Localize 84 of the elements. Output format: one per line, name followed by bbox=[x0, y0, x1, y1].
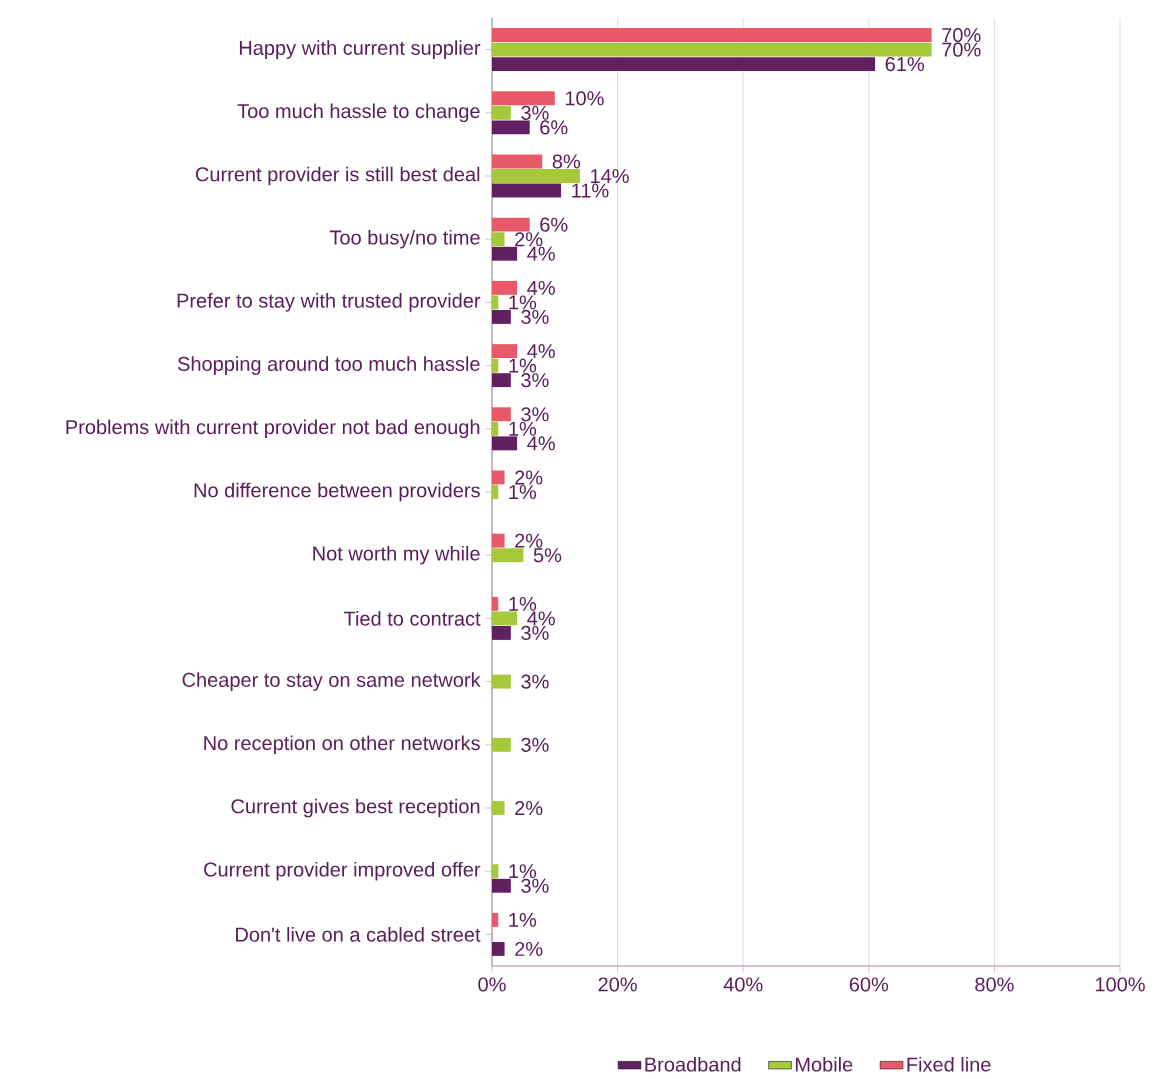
data-label: 70% bbox=[942, 27, 981, 43]
y-tick-label: Current gives best reception bbox=[231, 798, 480, 818]
data-label: 3% bbox=[521, 373, 549, 388]
bar bbox=[492, 105, 511, 120]
data-label: 1% bbox=[509, 596, 537, 611]
data-label: 11% bbox=[572, 183, 609, 198]
data-label: 3% bbox=[521, 674, 549, 689]
bar bbox=[492, 533, 505, 548]
data-label: 4% bbox=[527, 611, 555, 626]
bar bbox=[492, 611, 518, 626]
data-label: 2% bbox=[515, 800, 543, 816]
bar bbox=[492, 864, 499, 879]
bar bbox=[492, 548, 524, 563]
y-tick-label: Current provider is still best deal bbox=[195, 166, 480, 186]
bar bbox=[492, 912, 499, 927]
data-label: 14% bbox=[591, 169, 629, 184]
bar bbox=[492, 154, 543, 169]
data-label: 2% bbox=[515, 470, 543, 485]
bar bbox=[492, 801, 505, 815]
data-label: 61% bbox=[885, 57, 924, 72]
y-tick-label: Cheaper to stay on same network bbox=[182, 672, 481, 691]
data-label: 4% bbox=[527, 344, 555, 359]
legend-label: Fixed line bbox=[907, 1056, 991, 1072]
legend-label: Mobile bbox=[795, 1056, 853, 1072]
y-tick-label: Not worth my while bbox=[313, 545, 480, 565]
bar bbox=[492, 344, 518, 359]
bar bbox=[492, 421, 499, 436]
data-label: 3% bbox=[521, 878, 549, 893]
data-label: 2% bbox=[515, 533, 543, 548]
y-tick-label: Shopping around too much hassle bbox=[177, 356, 480, 375]
y-tick-label: Prefer to stay with trusted provider bbox=[177, 293, 481, 312]
bar bbox=[492, 737, 511, 752]
data-label: 4% bbox=[527, 436, 555, 451]
data-label: 2% bbox=[515, 941, 543, 956]
legend-label: Broadband bbox=[645, 1056, 741, 1072]
bar bbox=[492, 407, 511, 422]
data-label: 6% bbox=[540, 217, 568, 232]
data-label: 3% bbox=[521, 737, 549, 752]
y-tick-label: Don't live on a cabled street bbox=[236, 927, 481, 942]
x-tick-label: 100% bbox=[1095, 977, 1145, 992]
data-label: 1% bbox=[509, 421, 537, 436]
y-tick-label: Tied to contract bbox=[343, 611, 481, 626]
data-label: 1% bbox=[509, 912, 537, 927]
y-tick-label: Current provider improved offer bbox=[204, 861, 481, 881]
y-tick-label: No difference between providers bbox=[194, 482, 480, 502]
y-tick-label: Problems with current provider not bad enough bbox=[66, 419, 480, 439]
bar bbox=[492, 169, 580, 183]
data-label: 1% bbox=[509, 485, 537, 500]
data-label: 4% bbox=[527, 280, 555, 295]
x-tick-label: 0% bbox=[478, 977, 506, 992]
data-label: 3% bbox=[521, 309, 549, 325]
y-tick-label: Too busy/no time bbox=[329, 229, 480, 249]
x-tick-label: 60% bbox=[849, 977, 889, 992]
data-label: 3% bbox=[521, 105, 549, 120]
data-label: 1% bbox=[509, 295, 537, 310]
bar bbox=[492, 91, 555, 106]
data-label: 3% bbox=[521, 407, 549, 422]
data-label: 5% bbox=[533, 548, 562, 563]
data-label: 6% bbox=[540, 120, 568, 135]
bar bbox=[492, 232, 505, 247]
data-label: 1% bbox=[509, 358, 537, 373]
bar bbox=[492, 280, 518, 295]
data-label: 8% bbox=[552, 154, 581, 169]
bar bbox=[492, 674, 511, 689]
data-label: 4% bbox=[527, 246, 555, 261]
bar bbox=[492, 28, 932, 43]
data-label: 3% bbox=[521, 625, 549, 641]
bar bbox=[492, 295, 499, 310]
data-label: 10% bbox=[565, 91, 604, 106]
bar bbox=[492, 485, 499, 499]
x-tick-label: 80% bbox=[975, 977, 1014, 992]
data-label: 1% bbox=[509, 864, 537, 879]
data-label: 70% bbox=[942, 42, 981, 57]
bar bbox=[492, 217, 530, 232]
bar bbox=[492, 42, 932, 57]
x-tick-label: 20% bbox=[598, 977, 637, 992]
data-label: 2% bbox=[515, 232, 543, 247]
bar bbox=[492, 358, 499, 373]
bar bbox=[492, 470, 505, 485]
bar bbox=[492, 596, 499, 611]
y-tick-label: Happy with current supplier bbox=[239, 40, 481, 59]
x-tick-label: 40% bbox=[723, 977, 763, 992]
y-tick-label: No reception on other networks bbox=[204, 735, 480, 755]
y-tick-label: Too much hassle to change bbox=[237, 103, 480, 123]
